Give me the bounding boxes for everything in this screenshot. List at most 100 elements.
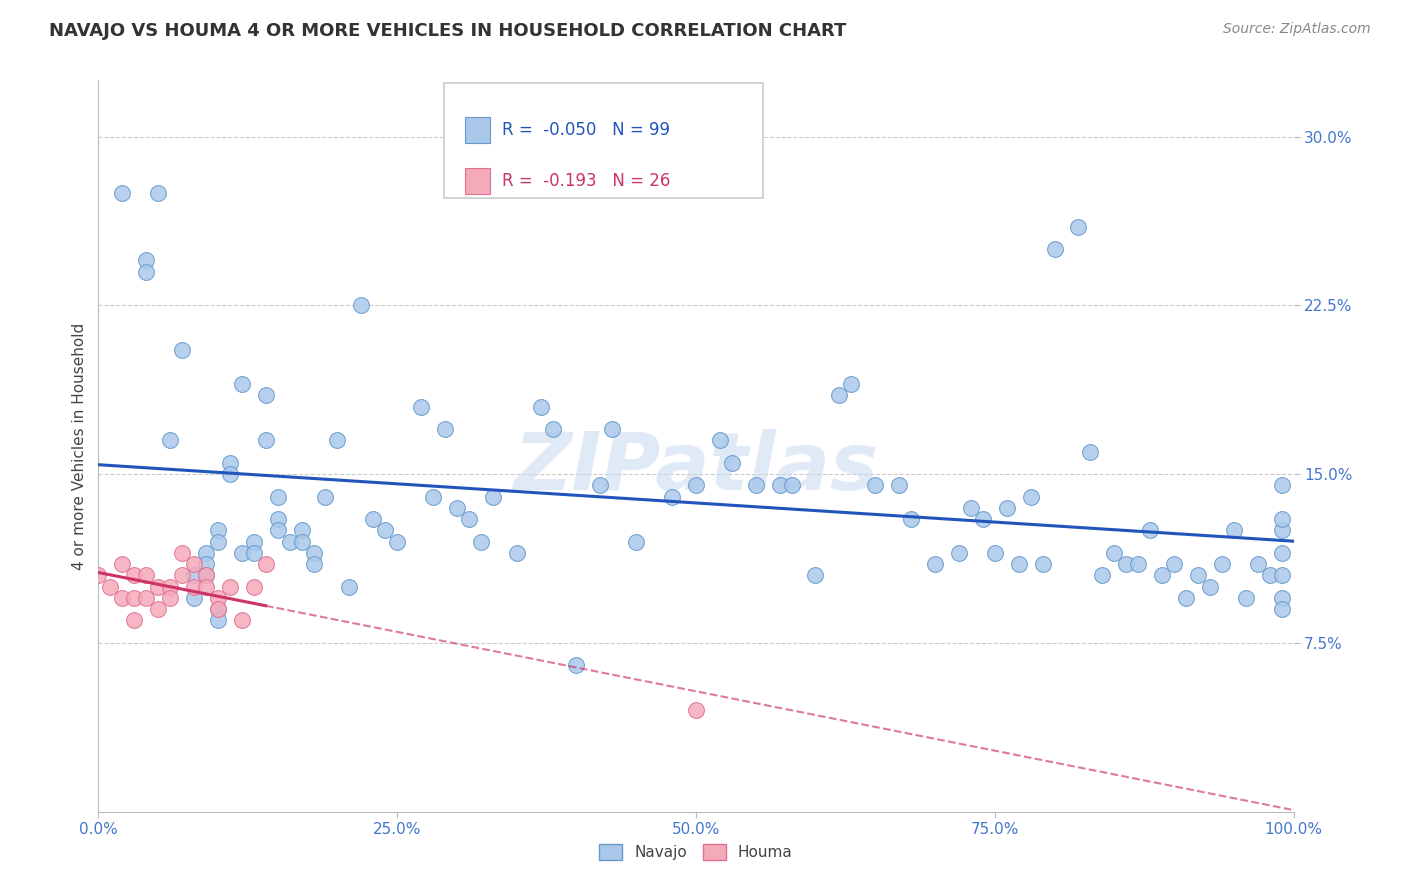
Point bbox=[841, 377, 863, 392]
Point bbox=[709, 434, 731, 448]
Point bbox=[1271, 591, 1294, 605]
Point bbox=[1152, 568, 1174, 582]
Point bbox=[148, 602, 170, 616]
Point bbox=[363, 512, 385, 526]
Point bbox=[207, 614, 229, 628]
Point bbox=[195, 546, 218, 560]
Point bbox=[231, 614, 253, 628]
Point bbox=[1271, 568, 1294, 582]
Point bbox=[195, 568, 218, 582]
Point bbox=[183, 580, 205, 594]
Point bbox=[243, 534, 266, 549]
Point bbox=[1008, 557, 1031, 571]
Point bbox=[1091, 568, 1114, 582]
Point bbox=[267, 512, 290, 526]
Point bbox=[124, 568, 146, 582]
Point bbox=[111, 186, 134, 200]
Point bbox=[889, 478, 911, 492]
Point bbox=[350, 298, 373, 312]
Point bbox=[745, 478, 768, 492]
Point bbox=[1271, 546, 1294, 560]
Point bbox=[995, 500, 1018, 515]
Point bbox=[183, 591, 205, 605]
Point bbox=[291, 524, 314, 538]
Point bbox=[207, 602, 229, 616]
Point bbox=[374, 524, 396, 538]
Point bbox=[291, 534, 314, 549]
Point bbox=[124, 614, 146, 628]
Point bbox=[111, 591, 134, 605]
Text: R =  -0.050   N = 99: R = -0.050 N = 99 bbox=[502, 121, 669, 139]
Point bbox=[243, 580, 266, 594]
Text: R =  -0.193   N = 26: R = -0.193 N = 26 bbox=[502, 172, 671, 190]
Point bbox=[148, 186, 170, 200]
Point bbox=[685, 478, 707, 492]
Point bbox=[172, 343, 194, 358]
Point bbox=[422, 490, 444, 504]
Point bbox=[135, 591, 157, 605]
Point bbox=[661, 490, 683, 504]
Point bbox=[1043, 242, 1066, 256]
Point bbox=[339, 580, 361, 594]
Point bbox=[1199, 580, 1222, 594]
Point bbox=[530, 400, 553, 414]
Point bbox=[159, 580, 181, 594]
Point bbox=[111, 557, 134, 571]
Point bbox=[411, 400, 433, 414]
Point bbox=[626, 534, 648, 549]
Point bbox=[243, 546, 266, 560]
Point bbox=[254, 434, 277, 448]
Point bbox=[267, 490, 290, 504]
Point bbox=[1128, 557, 1150, 571]
Point bbox=[1163, 557, 1185, 571]
Point bbox=[254, 557, 277, 571]
Point bbox=[685, 703, 707, 717]
Point bbox=[565, 658, 588, 673]
Point bbox=[207, 591, 229, 605]
Point bbox=[1258, 568, 1281, 582]
Point bbox=[195, 568, 218, 582]
Point bbox=[948, 546, 970, 560]
Point bbox=[1080, 444, 1102, 458]
Point bbox=[195, 557, 218, 571]
Point bbox=[135, 253, 157, 268]
Point bbox=[172, 546, 194, 560]
Point bbox=[135, 264, 157, 278]
Point bbox=[302, 557, 325, 571]
Point bbox=[195, 580, 218, 594]
Point bbox=[1271, 602, 1294, 616]
Point bbox=[219, 580, 242, 594]
Point bbox=[267, 524, 290, 538]
Point bbox=[446, 500, 468, 515]
Point bbox=[780, 478, 803, 492]
Point bbox=[900, 512, 922, 526]
Point bbox=[541, 422, 564, 436]
Point bbox=[1139, 524, 1161, 538]
Point bbox=[183, 568, 205, 582]
Point bbox=[984, 546, 1007, 560]
Point bbox=[828, 388, 851, 402]
Point bbox=[315, 490, 337, 504]
Point bbox=[1211, 557, 1233, 571]
Point bbox=[231, 546, 253, 560]
Point bbox=[385, 534, 409, 549]
Point bbox=[135, 568, 157, 582]
Point bbox=[183, 557, 205, 571]
Point bbox=[482, 490, 505, 504]
Point bbox=[458, 512, 481, 526]
Point bbox=[1223, 524, 1246, 538]
Point bbox=[434, 422, 457, 436]
Point bbox=[1175, 591, 1198, 605]
Legend: Navajo, Houma: Navajo, Houma bbox=[593, 838, 799, 866]
Point bbox=[924, 557, 946, 571]
Point bbox=[219, 456, 242, 470]
Point bbox=[219, 467, 242, 482]
Point bbox=[302, 546, 325, 560]
Text: Source: ZipAtlas.com: Source: ZipAtlas.com bbox=[1223, 22, 1371, 37]
Point bbox=[1187, 568, 1209, 582]
Point bbox=[769, 478, 792, 492]
Point bbox=[1019, 490, 1042, 504]
Point bbox=[972, 512, 994, 526]
Point bbox=[231, 377, 253, 392]
Point bbox=[148, 580, 170, 594]
